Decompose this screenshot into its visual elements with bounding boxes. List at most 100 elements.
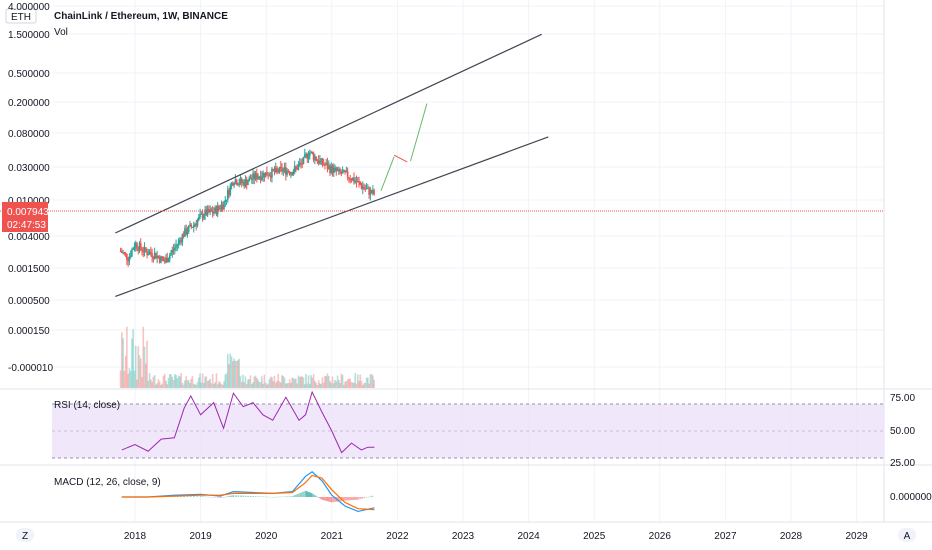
candle-body — [360, 184, 363, 189]
candle-body — [370, 189, 373, 194]
macd-histogram-bar — [345, 497, 348, 501]
candle-body — [197, 217, 200, 221]
channel-lower-line — [115, 136, 549, 298]
volume-bar — [329, 380, 331, 388]
macd-histogram-bar — [276, 496, 279, 498]
candle-body — [326, 163, 329, 169]
volume-bar — [143, 346, 146, 388]
volume-bar — [137, 346, 140, 388]
volume-bar — [139, 358, 142, 388]
candle-body — [334, 167, 336, 169]
macd-histogram-bar — [324, 497, 327, 501]
volume-bar — [223, 381, 225, 388]
volume-bar — [121, 332, 123, 388]
volume-bar — [131, 338, 133, 388]
volume-bar — [267, 383, 269, 388]
projection-path[interactable] — [380, 103, 428, 191]
volume-bar — [296, 383, 298, 388]
macd-histogram-bar — [259, 496, 262, 497]
volume-bar — [144, 363, 147, 388]
volume-bar — [346, 379, 349, 388]
candle-body — [286, 170, 288, 175]
volume-bar — [276, 380, 278, 388]
macd-histogram-bar — [183, 496, 185, 497]
volume-bar — [330, 383, 333, 388]
volume-bar — [338, 379, 340, 388]
macd-histogram-bar — [269, 496, 272, 498]
candle-body — [340, 172, 343, 174]
volume-bar — [165, 380, 167, 388]
volume-bar — [148, 373, 151, 388]
volume-bar — [187, 379, 190, 388]
candle-body — [189, 224, 191, 227]
macd-histogram-bar — [359, 497, 361, 500]
candle-body — [204, 209, 206, 216]
macd-histogram-bar — [254, 496, 257, 497]
macd-histogram-bar — [304, 490, 307, 497]
time-axis[interactable]: 2018 2019 2020 2021 2022 2023 2024 2025 2026 2027… — [124, 531, 868, 542]
volume-bar — [261, 376, 263, 388]
auto-scale-button[interactable] — [898, 528, 916, 542]
volume-bar — [312, 374, 315, 388]
currency-badge[interactable] — [5, 8, 37, 24]
candle-body — [191, 226, 194, 228]
volume-bar — [272, 381, 275, 388]
volume-bar — [293, 378, 296, 388]
volume-bar — [156, 383, 158, 388]
candle-body — [341, 171, 344, 174]
volume-bar — [181, 382, 184, 388]
volume-bar — [335, 381, 338, 388]
candle-body — [317, 160, 320, 164]
candle-body — [365, 188, 368, 190]
macd-histogram-bar — [339, 497, 341, 502]
volume-bar — [277, 373, 280, 388]
volume-bar — [325, 376, 327, 388]
time-tick-label: 2026 — [649, 531, 672, 542]
time-tick-label: 2021 — [321, 531, 344, 542]
candle-body — [128, 256, 131, 262]
volume-bar — [182, 384, 185, 388]
macd-histogram-bar — [293, 495, 295, 497]
volume-bar — [151, 381, 153, 388]
volume-bar — [190, 378, 193, 388]
volume-bar — [123, 370, 126, 388]
candle-body — [219, 207, 222, 209]
volume-bar — [340, 373, 343, 388]
candle-body — [174, 247, 176, 250]
candle-body — [194, 224, 196, 226]
trend-channel[interactable] — [115, 33, 549, 298]
volume-bar — [292, 377, 295, 388]
price-axis[interactable]: 4.000000 1.500000 0.500000 0.200000 0.080000… — [8, 2, 53, 374]
volume-bar — [258, 382, 261, 388]
candle-body — [121, 251, 123, 253]
macd-histogram-bar — [309, 492, 312, 497]
candle-body — [356, 181, 359, 183]
zoom-scale-label: Z — [22, 531, 28, 542]
zoom-scale-button[interactable] — [16, 528, 34, 542]
candle-body — [138, 243, 141, 251]
candle-body — [181, 234, 184, 243]
volume-bar — [303, 384, 306, 388]
candle-body — [368, 187, 370, 195]
volume-bar — [315, 382, 317, 388]
volume-bar — [206, 380, 209, 388]
candle-body — [267, 175, 269, 177]
candle-body — [248, 177, 251, 182]
candle-body — [221, 204, 224, 210]
volume-bar — [225, 373, 228, 388]
volume-bar — [122, 338, 124, 388]
volume-bar — [345, 381, 348, 388]
volume-bar — [128, 368, 131, 388]
candle-body — [177, 240, 180, 245]
price-tick-label: 0.200000 — [8, 98, 50, 109]
candle-body — [147, 254, 150, 256]
candle-body — [166, 257, 169, 263]
time-tick-label: 2027 — [714, 531, 737, 542]
volume-bar — [199, 373, 201, 388]
macd-histogram-bar — [271, 497, 274, 498]
macd-histogram-bar — [219, 497, 222, 498]
volume-bar — [286, 383, 288, 388]
candle-body — [322, 164, 325, 166]
volume-bar — [224, 374, 227, 388]
